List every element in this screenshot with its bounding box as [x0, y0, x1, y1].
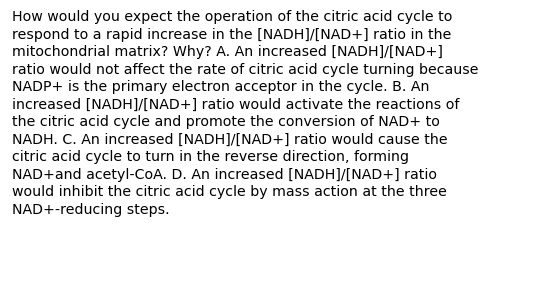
Text: How would you expect the operation of the citric acid cycle to
respond to a rapi: How would you expect the operation of th…	[12, 10, 479, 217]
